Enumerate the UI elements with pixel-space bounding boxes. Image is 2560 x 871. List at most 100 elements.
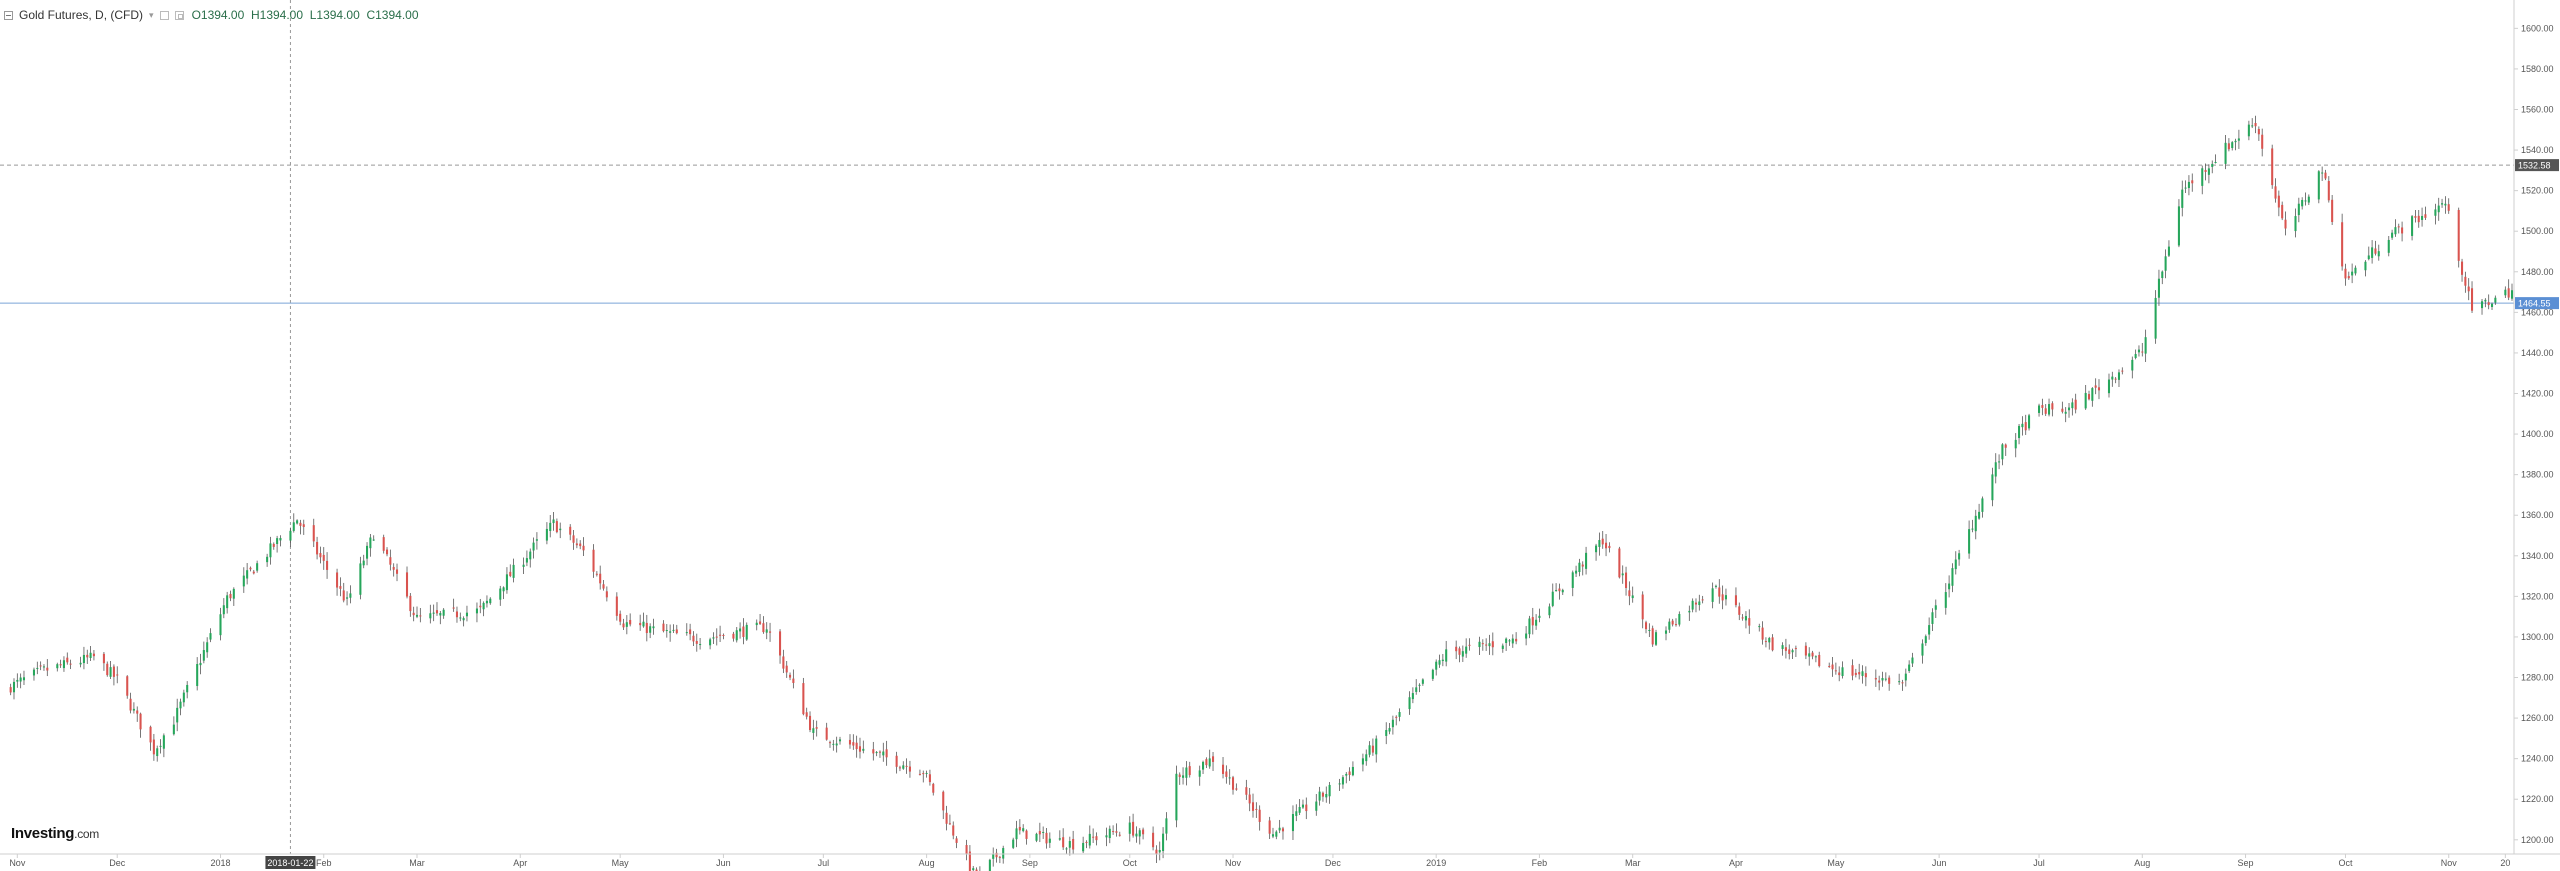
candle-up bbox=[349, 593, 352, 598]
candle-down bbox=[1644, 622, 1648, 630]
candle-up bbox=[2131, 359, 2134, 371]
candle-down bbox=[922, 773, 925, 775]
candle-up bbox=[709, 639, 712, 646]
high-value: 1394.00 bbox=[259, 8, 304, 22]
candle-down bbox=[645, 622, 648, 634]
candle-down bbox=[1038, 830, 1041, 835]
candle-down bbox=[1458, 648, 1461, 655]
investing-logo[interactable]: Investing.com bbox=[11, 825, 99, 842]
candle-down bbox=[1874, 677, 1877, 680]
settings-square-icon[interactable] bbox=[159, 10, 169, 20]
high-label: H bbox=[250, 8, 260, 22]
candle-up bbox=[362, 560, 365, 566]
candle-down bbox=[2331, 199, 2334, 222]
candle-up bbox=[1105, 835, 1108, 838]
candle-down bbox=[102, 653, 105, 664]
candle-down bbox=[2261, 134, 2264, 149]
candle-up bbox=[79, 662, 82, 665]
candle-down bbox=[1515, 638, 1518, 642]
candle-down bbox=[1531, 617, 1534, 626]
y-tick-label: 1220.00 bbox=[2521, 794, 2554, 804]
candle-down bbox=[2141, 351, 2144, 353]
x-tick-label: Dec bbox=[1325, 858, 1342, 868]
candle-down bbox=[1455, 646, 1458, 652]
candle-down bbox=[848, 739, 852, 745]
candle-up bbox=[1275, 831, 1278, 837]
candle-down bbox=[2424, 214, 2427, 218]
candle-down bbox=[1694, 602, 1698, 605]
candle-up bbox=[2421, 215, 2424, 220]
candle-down bbox=[1628, 590, 1631, 597]
y-axis: 1200.00 1220.00 1240.00 1260.00 1280.00 1300.… bbox=[2513, 0, 2554, 854]
candle-up bbox=[1621, 573, 1624, 576]
candle-up bbox=[2304, 200, 2307, 202]
candle-down bbox=[762, 623, 765, 633]
fullscreen-square-icon[interactable] bbox=[174, 10, 184, 20]
y-tick-label: 1360.00 bbox=[2521, 510, 2554, 520]
candle-up bbox=[1698, 601, 1701, 606]
collapse-icon[interactable] bbox=[4, 10, 13, 20]
candle-down bbox=[1112, 831, 1115, 833]
candle-down bbox=[1741, 617, 1744, 619]
candle-down bbox=[825, 727, 828, 740]
candle-down bbox=[1828, 665, 1831, 667]
candle-up bbox=[1551, 591, 1554, 606]
x-tick-label: 2018 bbox=[210, 858, 230, 868]
candle-up bbox=[1338, 783, 1341, 785]
candle-up bbox=[2504, 289, 2507, 296]
candle-up bbox=[739, 628, 742, 632]
candle-down bbox=[319, 553, 322, 558]
candle-down bbox=[629, 619, 632, 625]
candle-up bbox=[672, 629, 675, 631]
candle-down bbox=[46, 667, 49, 671]
candle-up bbox=[1295, 811, 1298, 816]
candle-up bbox=[1711, 588, 1714, 602]
candle-up bbox=[1478, 641, 1481, 648]
candle-up bbox=[1904, 673, 1907, 681]
candle-up bbox=[1398, 712, 1401, 717]
candle-up bbox=[2294, 216, 2297, 232]
candle-up bbox=[1691, 600, 1694, 610]
reference-price-label: 1532.58 bbox=[2518, 161, 2551, 171]
candle-down bbox=[322, 554, 325, 561]
candle-down bbox=[948, 823, 951, 825]
candle-down bbox=[136, 710, 139, 714]
candle-up bbox=[292, 522, 295, 531]
candle-up bbox=[366, 545, 369, 559]
candle-down bbox=[722, 634, 725, 636]
candle-up bbox=[359, 563, 362, 595]
chevron-down-icon[interactable]: ▾ bbox=[149, 9, 154, 20]
candle-up bbox=[209, 633, 212, 640]
candle-down bbox=[905, 765, 908, 767]
candle-up bbox=[1911, 657, 1914, 664]
candle-up bbox=[1128, 822, 1131, 834]
candle-down bbox=[858, 746, 862, 752]
candle-up bbox=[1165, 818, 1168, 834]
candle-up bbox=[1185, 767, 1188, 778]
candle-down bbox=[336, 572, 339, 588]
instrument-title: Gold Futures, D, (CFD) bbox=[19, 8, 144, 22]
candle-up bbox=[246, 570, 249, 579]
candle-up bbox=[56, 664, 59, 669]
x-tick-label: Apr bbox=[513, 858, 527, 868]
candle-up bbox=[2351, 271, 2354, 276]
candle-down bbox=[1092, 836, 1095, 838]
x-tick-label: Apr bbox=[1729, 858, 1743, 868]
x-tick-label: Mar bbox=[409, 858, 425, 868]
candle-up bbox=[62, 660, 65, 669]
candle-down bbox=[808, 715, 812, 731]
candle-down bbox=[885, 749, 888, 758]
x-tick-label: 20 bbox=[2500, 858, 2510, 868]
candle-up bbox=[669, 631, 672, 633]
candle-down bbox=[785, 665, 788, 673]
candle-down bbox=[1152, 832, 1155, 848]
candle-up bbox=[199, 662, 202, 666]
candle-up bbox=[1898, 681, 1901, 683]
y-tick-label: 1500.00 bbox=[2521, 226, 2554, 236]
candle-up bbox=[1325, 794, 1328, 798]
candle-up bbox=[735, 630, 738, 641]
x-tick-label: Sep bbox=[1022, 858, 1038, 868]
candle-down bbox=[555, 521, 558, 533]
